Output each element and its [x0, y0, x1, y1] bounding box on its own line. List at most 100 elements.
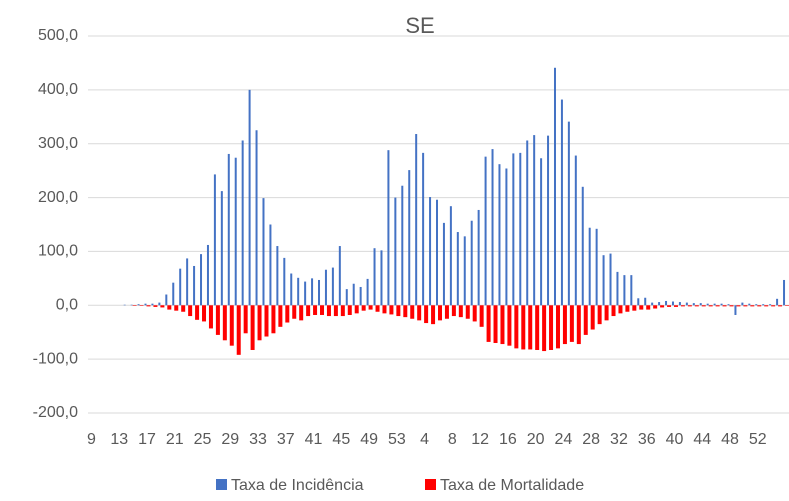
bar — [444, 305, 449, 319]
bar — [562, 305, 567, 345]
x-tick-label: 48 — [721, 431, 739, 448]
x-tick-label: 8 — [448, 431, 457, 448]
bar — [361, 305, 366, 311]
bar — [449, 206, 452, 306]
bar — [442, 222, 445, 306]
bar — [484, 156, 487, 306]
bar — [306, 305, 311, 317]
bar — [276, 246, 279, 306]
bar — [320, 305, 325, 315]
bar — [498, 164, 501, 306]
bar — [422, 152, 425, 306]
bar — [431, 305, 436, 325]
x-tick-label: 17 — [138, 431, 156, 448]
bar — [553, 67, 556, 306]
bar — [653, 305, 658, 309]
bar — [736, 305, 741, 307]
bar — [750, 305, 755, 307]
bar — [130, 304, 133, 306]
bar — [292, 305, 297, 319]
bar — [692, 303, 695, 306]
bar — [685, 302, 688, 306]
bar — [380, 250, 383, 306]
bar — [762, 304, 765, 306]
y-tick-label: -100,0 — [33, 350, 78, 367]
bar — [477, 209, 480, 306]
bar — [671, 301, 674, 306]
bar — [549, 305, 554, 350]
x-tick-label: 25 — [194, 431, 212, 448]
bar — [625, 305, 630, 312]
x-tick-label: 16 — [499, 431, 517, 448]
bar — [373, 248, 376, 306]
bar — [394, 197, 397, 306]
bar — [326, 305, 331, 317]
x-tick-label: 13 — [110, 431, 128, 448]
bar — [241, 140, 244, 306]
bar — [673, 305, 678, 307]
bar — [345, 289, 348, 306]
bar — [542, 305, 547, 352]
bar — [560, 99, 563, 306]
bar — [285, 305, 290, 323]
bar — [618, 305, 623, 314]
bar — [248, 89, 251, 306]
bar — [311, 278, 314, 306]
bar — [137, 304, 140, 306]
bar — [743, 305, 748, 307]
x-tick-label: 40 — [666, 431, 684, 448]
bar — [172, 282, 175, 306]
bar — [220, 191, 223, 306]
legend-label: Taxa de Mortalidade — [440, 477, 584, 494]
bar — [555, 305, 560, 349]
bar — [250, 305, 255, 350]
bar — [408, 170, 411, 306]
bar — [375, 305, 380, 312]
bar — [236, 305, 241, 355]
bar — [243, 305, 248, 334]
bar — [519, 152, 522, 306]
bar — [567, 121, 570, 306]
bar — [727, 304, 730, 306]
x-tick-label: 9 — [87, 431, 96, 448]
bar — [609, 253, 612, 306]
bar — [179, 268, 182, 306]
bar — [699, 303, 702, 306]
bar — [528, 305, 533, 350]
bar — [595, 228, 598, 306]
bar — [748, 303, 751, 306]
bar — [778, 305, 783, 307]
bar — [389, 305, 394, 315]
bar — [403, 305, 408, 318]
bar — [340, 305, 345, 317]
bar — [540, 158, 543, 306]
bar — [535, 305, 540, 350]
bar — [665, 300, 668, 306]
bar — [165, 294, 168, 306]
bar — [213, 174, 216, 306]
bar — [465, 305, 470, 319]
bar — [701, 305, 706, 307]
bar — [500, 305, 505, 345]
bar — [401, 185, 404, 306]
bar — [769, 304, 772, 306]
bar — [132, 305, 137, 306]
y-tick-label: 200,0 — [38, 189, 78, 206]
bar — [451, 305, 456, 317]
bar — [687, 305, 692, 307]
bar — [264, 305, 269, 337]
x-tick-label: 33 — [249, 431, 267, 448]
bar — [387, 150, 390, 306]
bar — [271, 305, 276, 334]
bar — [526, 140, 529, 306]
bar — [576, 305, 581, 345]
x-tick-label: 44 — [693, 431, 711, 448]
bar — [181, 305, 186, 312]
x-tick-label: 52 — [749, 431, 767, 448]
bar — [193, 265, 196, 306]
bar — [278, 305, 283, 327]
bar — [720, 303, 723, 306]
legend-swatch — [425, 479, 436, 490]
bar — [202, 305, 207, 322]
bar — [318, 279, 321, 306]
